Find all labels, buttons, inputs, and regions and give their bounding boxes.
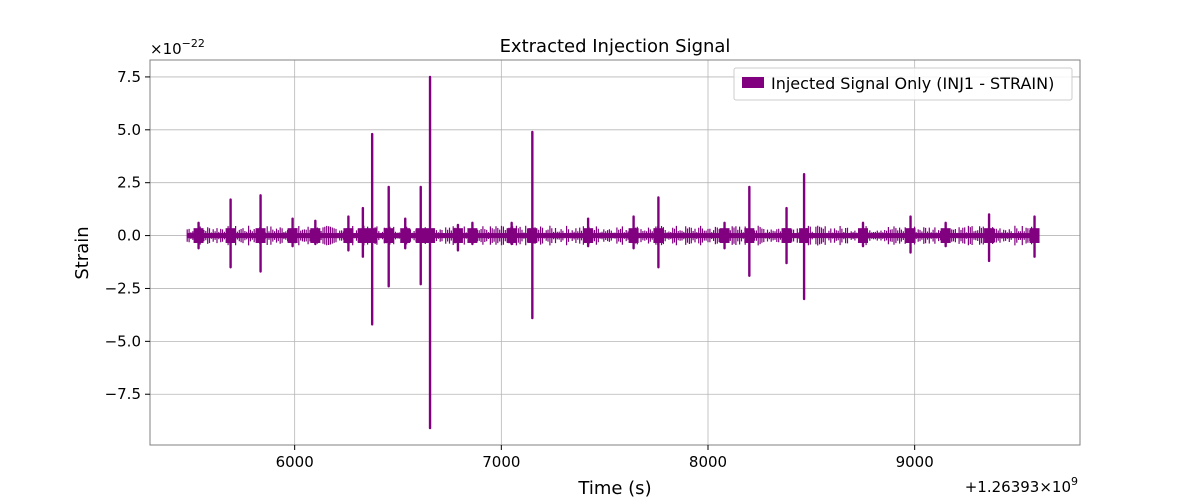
legend-swatch bbox=[742, 77, 764, 88]
legend-box bbox=[733, 67, 1073, 101]
y-tick-label: −7.5 bbox=[105, 385, 141, 403]
signal-burst bbox=[744, 228, 755, 243]
signal-burst bbox=[905, 228, 916, 243]
x-tick-label: 9000 bbox=[896, 453, 934, 471]
x-offset-label: +1.26393×109 bbox=[965, 475, 1078, 496]
signal-burst bbox=[1029, 228, 1040, 243]
y-tick-label: −2.5 bbox=[105, 279, 141, 297]
signal-burst bbox=[858, 228, 868, 243]
y-scale-exponent: −22 bbox=[182, 37, 205, 50]
legend-label: Injected Signal Only (INJ1 - STRAIN) bbox=[771, 74, 1054, 93]
signal-burst bbox=[653, 228, 664, 243]
y-tick-label: 7.5 bbox=[117, 68, 141, 86]
signal-burst bbox=[506, 228, 517, 243]
signal-burst bbox=[628, 228, 639, 243]
signal-burst bbox=[583, 228, 594, 243]
signal-burst bbox=[383, 228, 394, 243]
y-axis-label: Strain bbox=[72, 226, 93, 279]
y-tick-label: 2.5 bbox=[117, 174, 141, 192]
x-tick-label: 8000 bbox=[689, 453, 727, 471]
signal-burst bbox=[343, 228, 354, 243]
signal-burst bbox=[799, 228, 810, 243]
x-tick-label: 6000 bbox=[276, 453, 314, 471]
signal-burst bbox=[467, 228, 478, 243]
signal-burst bbox=[193, 228, 204, 243]
signal-burst bbox=[255, 228, 266, 243]
y-tick-label: 5.0 bbox=[117, 121, 141, 139]
signal-burst bbox=[367, 228, 378, 243]
y-tick-label: 0.0 bbox=[117, 227, 141, 245]
signal-burst bbox=[287, 228, 298, 243]
signal-burst bbox=[527, 228, 538, 243]
signal-burst bbox=[357, 228, 368, 243]
signal-burst bbox=[425, 228, 436, 243]
signal-burst bbox=[225, 228, 236, 243]
y-tick-label: −5.0 bbox=[105, 332, 141, 350]
grid bbox=[150, 60, 1080, 445]
signal-burst bbox=[415, 228, 426, 243]
x-offset-exponent: 9 bbox=[1071, 475, 1078, 488]
signal-burst bbox=[452, 228, 463, 243]
x-tick-label: 7000 bbox=[482, 453, 520, 471]
signal-burst bbox=[400, 228, 411, 243]
signal-burst bbox=[310, 228, 321, 243]
chart-title: Extracted Injection Signal bbox=[500, 36, 731, 57]
y-axis: 7.5 5.0 2.5 0.0 −2.5 −5.0 −7.5 bbox=[105, 68, 150, 403]
x-axis: 6000 7000 8000 9000 bbox=[276, 445, 934, 471]
plot-frame bbox=[149, 59, 1081, 446]
x-axis-label: Time (s) bbox=[577, 478, 651, 499]
legend: Injected Signal Only (INJ1 - STRAIN) bbox=[733, 67, 1073, 101]
signal-burst bbox=[719, 228, 730, 243]
signal-burst bbox=[940, 228, 951, 243]
signal-burst bbox=[781, 228, 792, 243]
series-layer bbox=[186, 75, 1040, 430]
y-scale-label: ×10−22 bbox=[150, 37, 205, 58]
signal-burst bbox=[984, 228, 995, 243]
